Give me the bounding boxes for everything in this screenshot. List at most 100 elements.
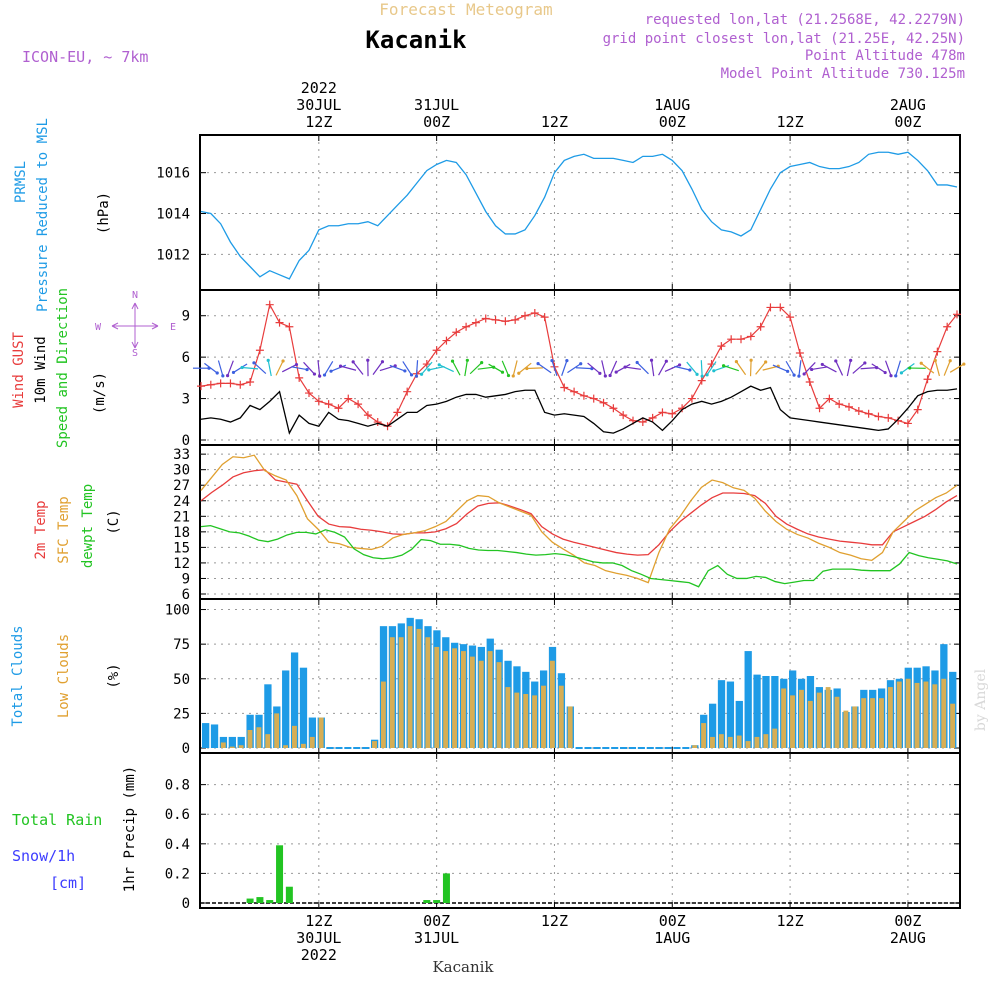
wind-arrow-head [312,372,317,376]
y-tick-label: 1016 [156,166,190,182]
gust-marker [609,404,618,413]
y-tick-label: 21 [173,509,190,525]
gust-marker [864,409,873,418]
wind-arrow-head [351,360,355,364]
bottom-time-label: 2AUG [890,929,926,947]
gust-marker [334,404,343,413]
y-tick-label: 15 [173,540,190,556]
pressure-labels: PRMSL Pressure Reduced to MSL (hPa) [13,118,112,312]
wind-direction-arrow [372,361,383,376]
wind-direction-arrow [636,362,649,375]
gust-marker [511,315,520,324]
low-cloud-bar [229,746,235,748]
gust-marker [727,335,736,344]
wind-direction-arrow [227,360,234,376]
wind-direction-arrow [352,361,364,375]
y-tick-label: 18 [173,525,190,541]
wind-direction-arrow [846,360,852,377]
wind-arrow-head [281,359,285,363]
wind-line [200,385,958,435]
low-cloud-bar [736,735,742,748]
wind-direction-arrow [811,366,828,371]
wind-direction-arrow [615,363,631,373]
rain-bar [423,900,431,903]
wind-arrow-head [506,373,511,378]
pressure-line [200,151,958,280]
top-time-label: 00Z [894,113,921,131]
low-cloud-bar [807,700,813,748]
gust-marker [442,336,451,345]
pressure-msl-label: Pressure Reduced to MSL [35,118,51,312]
gust-marker [589,394,598,403]
wind-direction-arrow [267,360,272,377]
wind-direction-arrow [609,360,618,376]
gust-marker [344,394,353,403]
top-time-label: 31JUL [414,96,459,114]
gust-marker [422,360,431,369]
wind-direction-arrow [723,365,739,372]
bottom-time-label: 1AUG [654,929,690,947]
wind-arrow-head [688,368,692,372]
wind-arrow-head [409,373,414,377]
gust-marker [363,411,372,420]
gust-marker [570,387,579,396]
low-cloud-bar [292,725,297,748]
gust-marker [471,318,480,327]
y-tick-label: 100 [165,603,190,619]
low-cloud-bar [309,736,315,748]
temp-dew-label: dewpt Temp [80,484,96,568]
wind-arrow-head [565,359,569,363]
rain-bar [246,898,254,903]
wind-direction-arrow [317,360,321,377]
total-cloud-bar [744,651,752,748]
wind-arrow-head [427,368,431,372]
gust-marker [275,318,284,327]
gust-marker [246,378,255,386]
low-cloud-bar [896,681,902,748]
total-cloud-bar [264,684,272,748]
gust-marker [619,411,628,420]
wind-direction-arrow [686,361,698,375]
wind-direction-arrow [324,361,334,376]
total-cloud-bar [762,676,770,748]
wind-arrow-head [598,371,602,375]
wind-direction-arrow [772,364,788,372]
cloud-panel: 0 25 50 75 100 [165,598,961,757]
wind-direction-arrow [501,360,510,376]
low-cloud-bar [443,651,449,748]
wind-direction-arrow [415,360,419,377]
bottom-time-label: 31JUL [414,929,459,947]
cloud-labels: Total Clouds Low Clouds (%) [10,625,122,726]
rain-bar [285,886,293,903]
low-cloud-bar [701,723,707,748]
snow-unit-label: [cm] [50,874,86,892]
model-point-altitude: Model Point Altitude 730.125m [721,66,965,82]
y-tick-label: 25 [173,706,190,722]
panel-frame [199,444,961,600]
wind-arrow-head [240,365,244,370]
y-tick-label: 0 [182,896,190,912]
gust-marker [530,308,539,317]
wind-direction-arrow [438,364,454,373]
pressure-panel: 1012 1014 1016 [156,134,961,291]
bottom-time-label: 12Z [305,912,332,930]
total-cloud-bar [237,736,245,748]
y-tick-label: 9 [182,571,190,587]
low-cloud-bar [514,692,520,748]
low-cloud-bar [532,695,538,748]
gust-marker [540,313,549,322]
bottom-time-label: 30JUL [296,929,341,947]
model-label: ICON-EU, ~ 7km [22,48,148,66]
low-cloud-bar [247,730,253,748]
wind-direction-arrow [860,367,877,370]
wind-direction-arrow [242,366,259,370]
gust-marker [923,375,932,384]
total-cloud-bar [726,681,735,748]
compass-e: E [170,322,176,333]
wind-arrow-head [318,374,322,378]
gust-marker [314,397,323,406]
wind-labels: Wind GUST 10m Wind Speed and Direction (… [11,288,176,448]
footer-location: Kacanik [432,958,494,976]
y-tick-label: 27 [173,478,190,494]
gust-marker [305,389,313,398]
